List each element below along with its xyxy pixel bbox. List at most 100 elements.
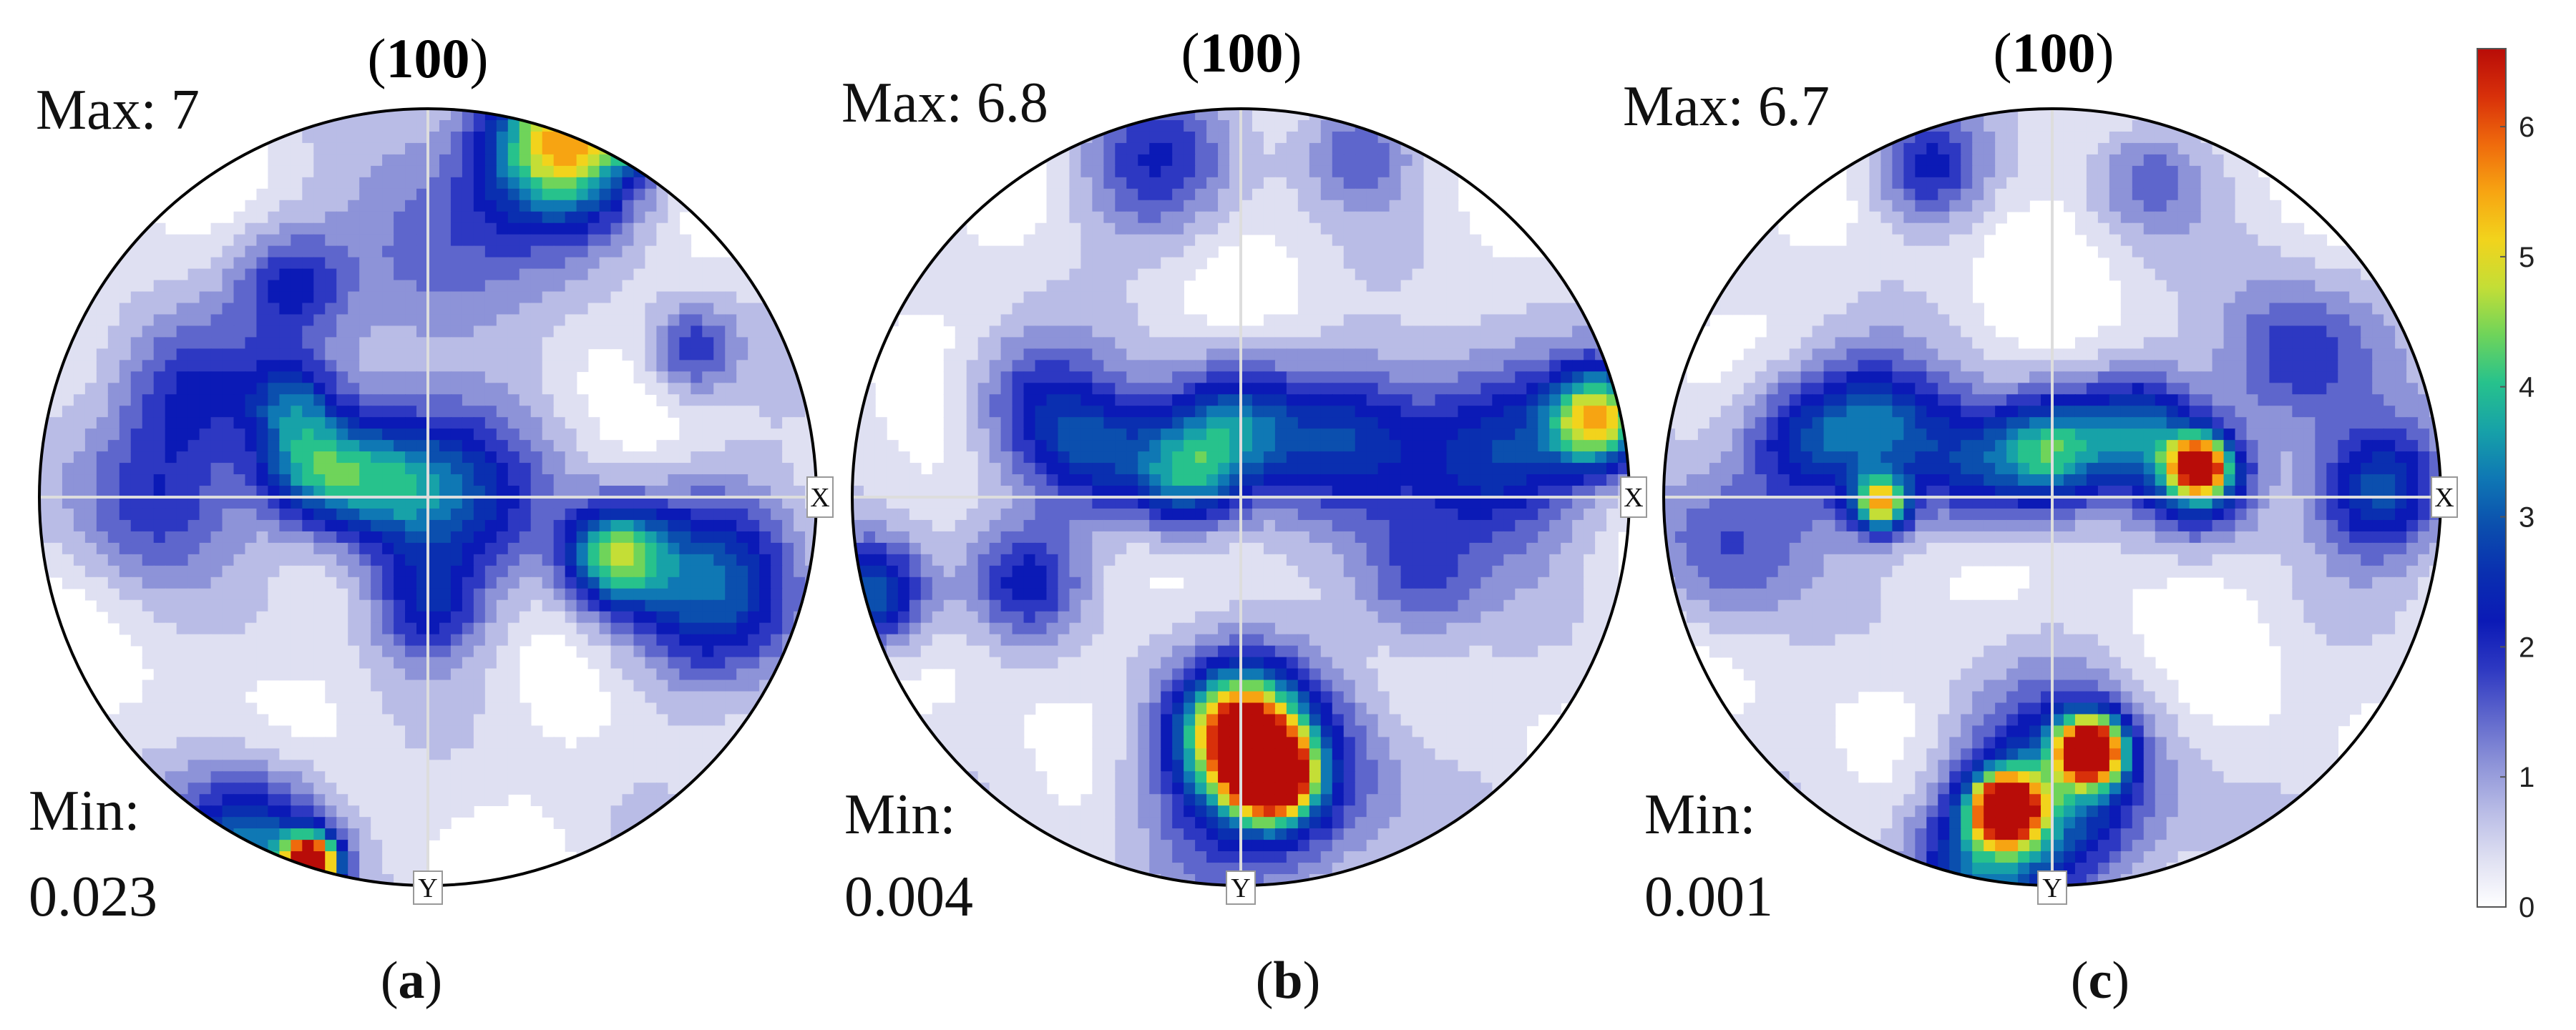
density-cell xyxy=(245,417,258,429)
density-cell xyxy=(222,303,235,315)
density-cell xyxy=(1046,383,1059,396)
density-cell xyxy=(130,257,143,270)
density-cell xyxy=(576,165,589,178)
density-cell xyxy=(428,474,440,486)
density-cell xyxy=(679,737,692,750)
density-cell xyxy=(142,348,155,361)
density-cell xyxy=(130,463,143,475)
density-cell xyxy=(268,245,280,258)
density-cell xyxy=(1229,337,1241,350)
density-cell xyxy=(576,463,589,475)
density-cell xyxy=(1469,348,1482,361)
density-cell xyxy=(966,463,979,475)
density-cell xyxy=(679,554,692,566)
density-cell xyxy=(1218,383,1230,396)
density-cell xyxy=(1229,165,1241,178)
density-cell xyxy=(771,360,783,373)
density-cell xyxy=(359,257,371,270)
density-cell xyxy=(713,428,726,441)
density-cell xyxy=(1092,314,1105,327)
density-cell xyxy=(291,760,303,772)
density-cell xyxy=(1389,394,1402,407)
density-cell xyxy=(1195,325,1207,338)
density-cell xyxy=(336,360,349,373)
density-cell xyxy=(1377,406,1390,418)
density-cell xyxy=(199,325,212,338)
density-cell xyxy=(1274,165,1287,178)
density-cell xyxy=(416,451,429,464)
density-cell xyxy=(1149,383,1162,396)
density-cell xyxy=(1126,280,1139,293)
density-cell xyxy=(656,314,669,327)
density-cell xyxy=(989,360,1002,373)
density-cell xyxy=(1492,348,1505,361)
density-cell xyxy=(565,599,577,612)
density-cell xyxy=(771,565,783,578)
density-cell xyxy=(1195,360,1207,373)
density-cell xyxy=(668,565,680,578)
density-cell xyxy=(187,725,200,738)
density-cell xyxy=(1435,188,1448,201)
density-cell xyxy=(313,554,326,566)
density-cell xyxy=(794,531,806,544)
density-cell xyxy=(1503,303,1516,315)
density-cell xyxy=(199,291,212,304)
density-cell xyxy=(1046,428,1059,441)
density-cell xyxy=(428,119,440,132)
density-cell xyxy=(633,577,646,589)
density-cell xyxy=(176,611,189,624)
density-cell xyxy=(176,668,189,681)
density-cell xyxy=(1035,280,1048,293)
density-cell xyxy=(1241,177,1253,190)
density-cell xyxy=(268,474,280,486)
density-cell xyxy=(50,519,63,532)
density-cell xyxy=(668,234,680,247)
density-cell xyxy=(610,725,623,738)
density-cell xyxy=(325,371,338,384)
density-cell xyxy=(119,748,132,761)
density-cell xyxy=(1480,268,1493,281)
density-cell xyxy=(84,428,97,441)
density-cell xyxy=(1503,406,1516,418)
density-cell xyxy=(519,588,532,601)
density-cell xyxy=(633,680,646,692)
density-cell xyxy=(565,257,577,270)
density-cell xyxy=(702,474,715,486)
density-cell xyxy=(233,714,246,727)
density-cell xyxy=(645,268,658,281)
density-cell xyxy=(1138,257,1151,270)
density-cell xyxy=(530,280,543,293)
density-cell xyxy=(519,463,532,475)
density-cell xyxy=(199,417,212,429)
density-cell xyxy=(553,463,566,475)
density-cell xyxy=(371,840,383,852)
density-cell xyxy=(725,531,738,544)
density-cell xyxy=(1343,188,1356,201)
density-cell xyxy=(1058,314,1070,327)
density-cell xyxy=(1412,360,1425,373)
density-cell xyxy=(1458,417,1470,429)
density-cell xyxy=(130,406,143,418)
density-cell xyxy=(691,680,703,692)
density-cell xyxy=(279,268,292,281)
density-cell xyxy=(1241,325,1253,338)
density-cell xyxy=(610,645,623,658)
density-cell xyxy=(382,142,394,155)
density-cell xyxy=(702,565,715,578)
density-cell xyxy=(1046,371,1059,384)
density-cell xyxy=(989,406,1002,418)
density-cell xyxy=(1309,417,1322,429)
density-cell xyxy=(576,577,589,589)
density-cell xyxy=(325,645,338,658)
density-cell xyxy=(702,360,715,373)
density-cell xyxy=(1115,314,1128,327)
density-cell xyxy=(1595,325,1607,338)
density-cell xyxy=(1263,440,1276,452)
density-cell xyxy=(633,360,646,373)
density-cell xyxy=(702,622,715,635)
density-cell xyxy=(691,303,703,315)
density-cell xyxy=(233,577,246,589)
density-cell xyxy=(576,611,589,624)
density-cell xyxy=(416,325,429,338)
density-cell xyxy=(679,234,692,247)
